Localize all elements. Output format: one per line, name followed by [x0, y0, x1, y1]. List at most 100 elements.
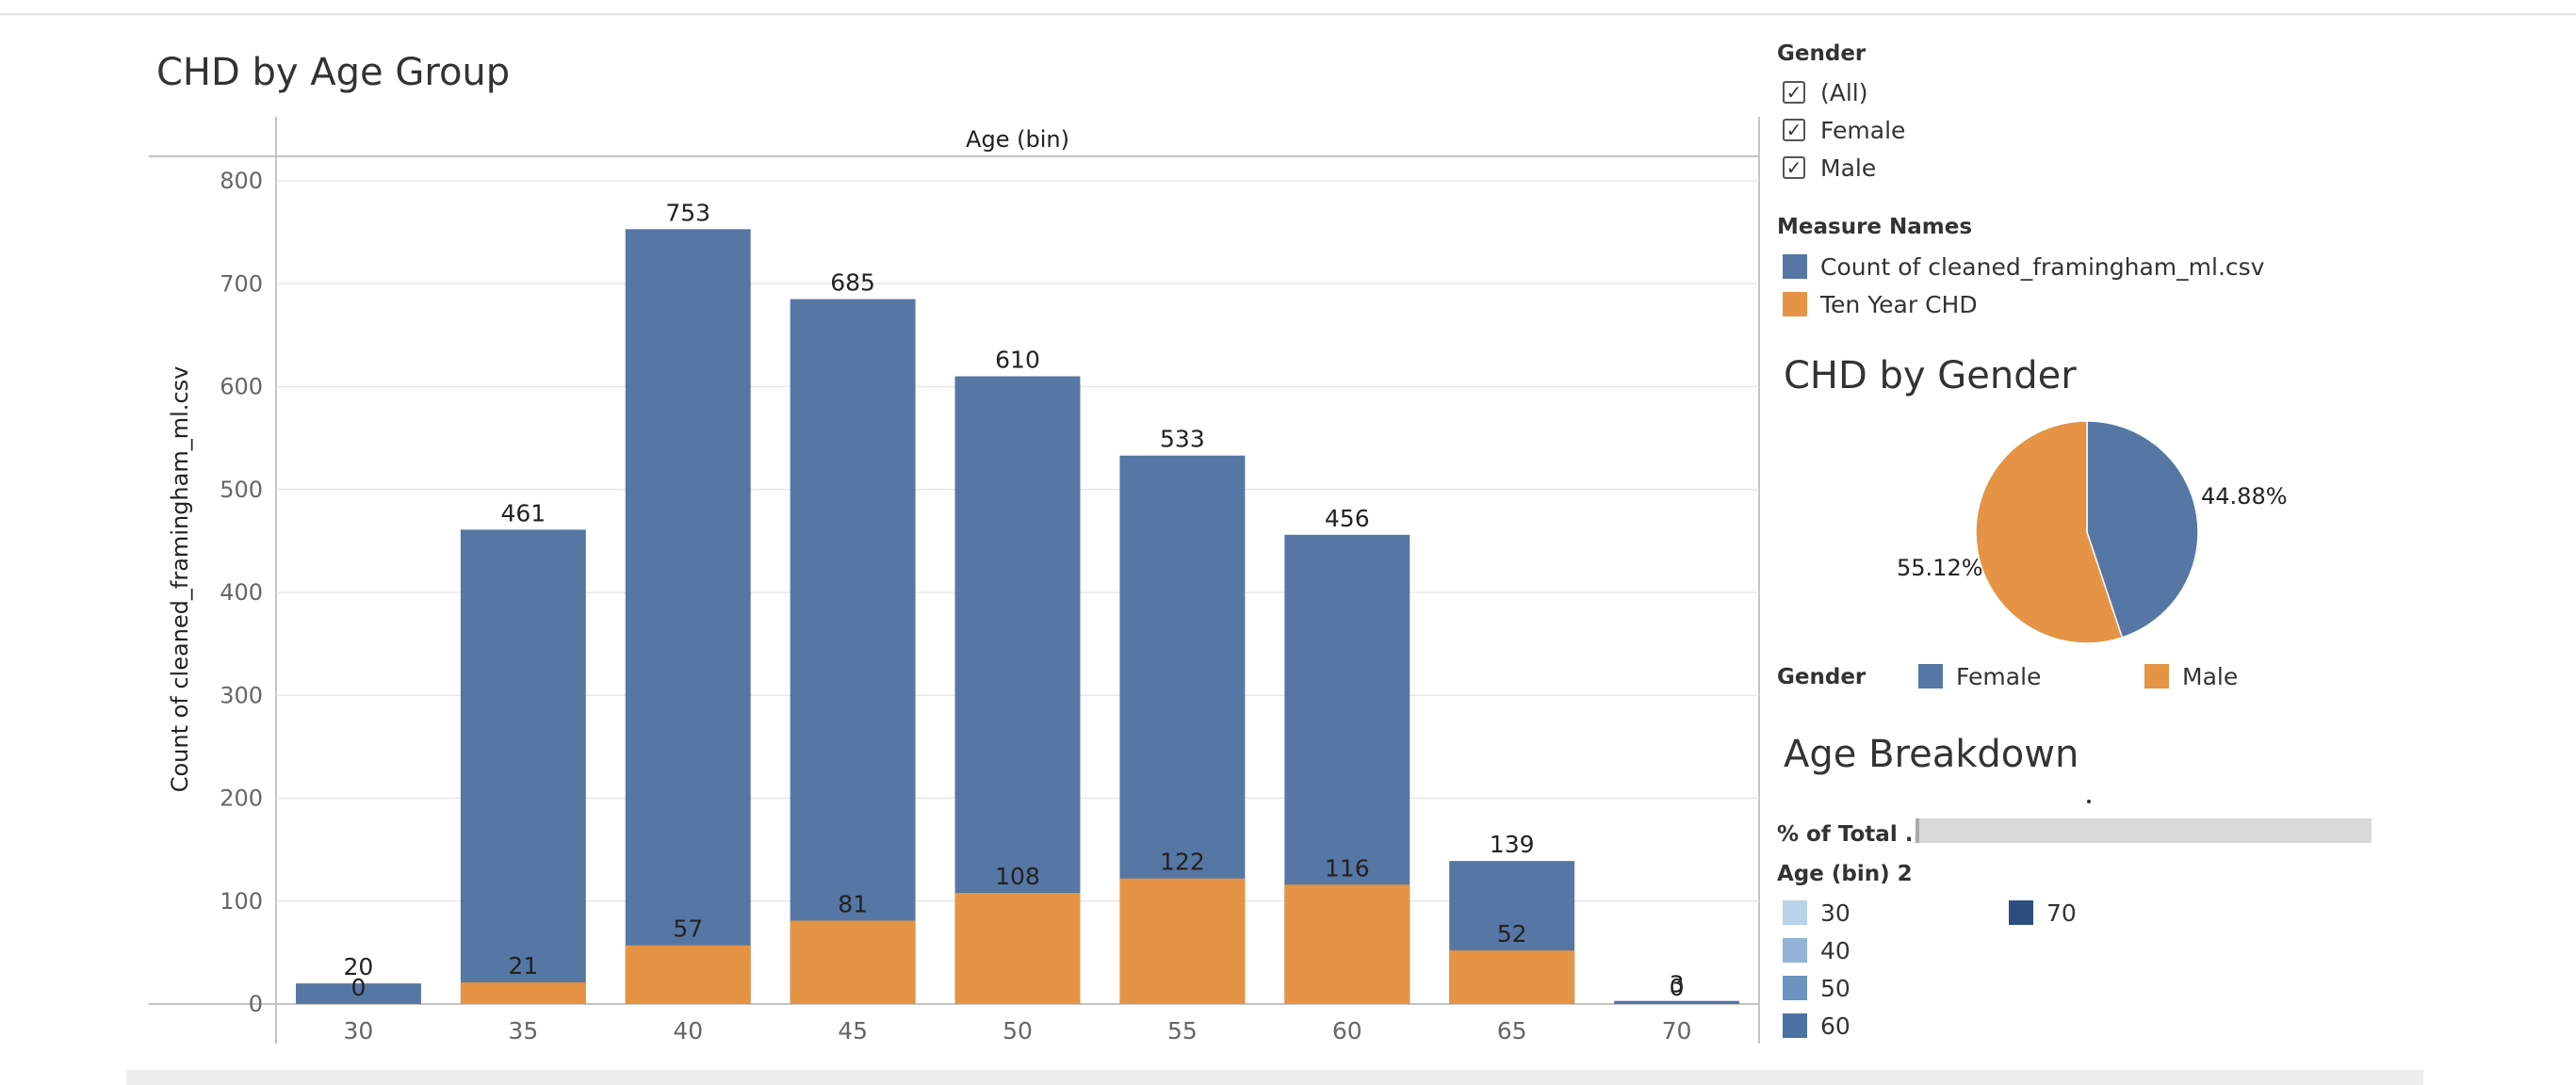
legend-item-ten-year-chd[interactable]: Ten Year CHD — [1783, 288, 1978, 320]
pie-legend-swatch-female — [1918, 664, 1943, 688]
top-divider — [0, 13, 2576, 15]
age-bin2-label-30: 30 — [1820, 899, 1850, 927]
x-tick-label: 50 — [1003, 1017, 1033, 1045]
y-tick-label: 400 — [220, 579, 263, 606]
y-tick-label: 800 — [220, 168, 263, 194]
age-bin2-swatch-40 — [1783, 938, 1807, 963]
y-tick-label: 300 — [220, 682, 263, 708]
y-tick-label: 500 — [220, 477, 263, 503]
age-bin2-label-60: 60 — [1820, 1012, 1850, 1040]
filter-male-checkbox[interactable]: ✓ Male — [1783, 152, 1876, 184]
filter-female-checkbox[interactable]: ✓ Female — [1783, 114, 1905, 146]
y-tick-label: 700 — [220, 270, 263, 297]
bar-ten-year-chd — [790, 920, 916, 1004]
age-bin2-swatch-60 — [1783, 1013, 1807, 1038]
pie-slice-female[interactable] — [2086, 420, 2199, 639]
legend-label-count: Count of cleaned_framingham_ml.csv — [1820, 252, 2265, 281]
age-bin2-label-40: 40 — [1820, 936, 1850, 964]
chd-by-age-bar-chart: Age (bin)0100200300400500600700800Count … — [149, 117, 1760, 1045]
data-label-count: 139 — [1490, 831, 1535, 858]
y-axis-title: Count of cleaned_framingham_ml.csv — [167, 366, 193, 793]
bar-ten-year-chd — [1119, 878, 1246, 1004]
data-label-chd: 57 — [673, 915, 703, 943]
data-label-chd: 0 — [351, 974, 366, 1001]
y-tick-label: 600 — [220, 374, 263, 400]
x-tick-label: 35 — [508, 1017, 538, 1045]
legend-swatch-chd — [1783, 292, 1807, 316]
age-bin2-item-60[interactable]: 60 — [1783, 1010, 1850, 1042]
bar-count — [1614, 1000, 1740, 1004]
bar-ten-year-chd — [1449, 950, 1575, 1004]
age-bin2-legend-title: Age (bin) 2 — [1777, 862, 1913, 886]
x-tick-label: 30 — [344, 1017, 374, 1045]
pct-of-total-bar[interactable] — [1916, 818, 2372, 843]
data-label-chd: 108 — [995, 863, 1040, 890]
data-label-count: 533 — [1160, 426, 1205, 453]
x-tick-label: 40 — [673, 1017, 703, 1045]
pie-chart-title: CHD by Gender — [1784, 354, 2077, 397]
pie-legend-label-female: Female — [1956, 662, 2042, 690]
checkbox-checked-icon[interactable]: ✓ — [1783, 81, 1805, 104]
data-label-chd: 21 — [508, 952, 538, 980]
data-label-count: 610 — [995, 347, 1040, 374]
data-label-chd: 0 — [1670, 974, 1685, 1001]
bar-ten-year-chd — [954, 893, 1081, 1004]
age-bin2-swatch-30 — [1783, 900, 1807, 925]
data-label-chd: 122 — [1160, 849, 1205, 876]
checkbox-checked-icon[interactable]: ✓ — [1783, 119, 1805, 141]
checkbox-checked-icon[interactable]: ✓ — [1783, 156, 1805, 179]
measure-names-legend-title: Measure Names — [1777, 215, 1973, 239]
pie-gender-legend-title: Gender — [1777, 665, 1867, 689]
column-header-label: Age (bin) — [966, 126, 1069, 153]
x-tick-label: 45 — [838, 1017, 868, 1045]
filter-all-label: (All) — [1820, 78, 1868, 106]
data-label-chd: 81 — [838, 891, 868, 918]
pie-label-male: 55.12% — [1897, 555, 1983, 581]
pct-of-total-bar-edge — [1916, 818, 1919, 843]
x-tick-label: 55 — [1167, 1017, 1198, 1045]
y-tick-label: 200 — [220, 785, 263, 812]
legend-item-count[interactable]: Count of cleaned_framingham_ml.csv — [1783, 251, 2264, 283]
filter-female-label: Female — [1820, 116, 1906, 144]
y-tick-label: 100 — [220, 888, 263, 915]
data-label-count: 456 — [1325, 505, 1370, 532]
age-bin2-item-50[interactable]: 50 — [1783, 972, 1850, 1004]
age-breakdown-title: Age Breakdown — [1784, 733, 2079, 776]
filter-male-label: Male — [1820, 154, 1877, 182]
data-label-count: 20 — [344, 953, 374, 980]
bar-count — [460, 529, 586, 1004]
pie-slice-male[interactable] — [1975, 420, 2124, 644]
bar-chart-title: CHD by Age Group — [156, 51, 511, 94]
age-breakdown-marker — [2087, 800, 2091, 803]
data-label-chd: 116 — [1325, 854, 1370, 882]
x-tick-label: 70 — [1662, 1017, 1692, 1045]
bar-count — [625, 229, 751, 1004]
bottom-toolbar — [126, 1070, 2423, 1085]
pie-legend-item-female[interactable]: Female — [1918, 660, 2041, 692]
data-label-count: 3 — [1670, 971, 1685, 998]
age-bin2-label-70: 70 — [2046, 899, 2077, 927]
x-tick-label: 60 — [1332, 1017, 1362, 1045]
age-bin2-item-70[interactable]: 70 — [2009, 897, 2077, 929]
bar-count — [790, 299, 916, 1004]
legend-swatch-count — [1783, 254, 1807, 279]
bar-ten-year-chd — [1284, 884, 1410, 1004]
age-bin2-item-30[interactable]: 30 — [1783, 897, 1850, 929]
gender-filter-title: Gender — [1777, 41, 1867, 66]
pie-legend-label-male: Male — [2182, 662, 2239, 690]
age-bin2-swatch-50 — [1783, 976, 1807, 1000]
pie-legend-item-male[interactable]: Male — [2144, 660, 2238, 692]
x-tick-label: 65 — [1497, 1017, 1527, 1045]
age-bin2-item-40[interactable]: 40 — [1783, 934, 1850, 966]
filter-all-checkbox[interactable]: ✓ (All) — [1783, 76, 1868, 108]
age-bin2-label-50: 50 — [1820, 974, 1850, 1002]
data-label-chd: 52 — [1497, 920, 1527, 947]
data-label-count: 461 — [500, 499, 546, 526]
pie-legend-swatch-male — [2144, 664, 2169, 688]
pie-label-female: 44.88% — [2201, 483, 2288, 510]
data-label-count: 753 — [665, 199, 710, 226]
data-label-count: 685 — [830, 269, 875, 297]
bar-ten-year-chd — [460, 982, 586, 1004]
bar-ten-year-chd — [625, 945, 751, 1004]
chd-by-gender-pie-chart — [1975, 420, 2199, 644]
